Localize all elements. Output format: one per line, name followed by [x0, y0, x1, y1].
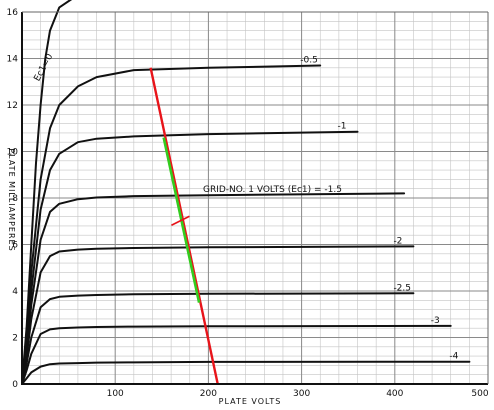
x-axis-label: PLATE VOLTS [219, 397, 282, 406]
y-tick-label: 2 [12, 334, 18, 344]
curve-label: -1 [338, 122, 347, 132]
curve-label: -2 [393, 236, 402, 246]
operating-point-marker [171, 215, 190, 226]
curve-4 [21, 360, 471, 385]
curve-label: -0.5 [300, 55, 318, 65]
curve-0p5 [21, 64, 322, 385]
y-tick-label: 6 [12, 241, 18, 251]
y-tick-label: 8 [12, 194, 18, 204]
curve-1 [21, 130, 359, 385]
grid-voltage-annotation: GRID-NO. 1 VOLTS (Ec1) = -1.5 [203, 185, 342, 195]
x-tick-label: 500 [471, 389, 488, 399]
x-tick-label: 400 [386, 389, 403, 399]
x-tick-label: 100 [107, 389, 124, 399]
load-line [149, 67, 219, 385]
y-tick-label: 0 [12, 380, 18, 390]
curve-3 [21, 324, 452, 385]
curve-Ec10 [21, 0, 73, 385]
y-tick-label: 12 [7, 101, 18, 111]
curve-2 [21, 245, 415, 385]
x-tick-label: 200 [200, 389, 217, 399]
y-tick-label: 16 [7, 8, 19, 18]
curve-1p5 [21, 192, 406, 385]
axes: 100 200 300 400 500 0 2 4 6 8 10 12 14 16 [7, 8, 489, 399]
curve-label: -3 [431, 316, 440, 326]
y-axis-label: PLATE MILLIAMPERES [7, 148, 16, 251]
curve-2p5 [21, 292, 415, 385]
curve-label: -4 [449, 352, 458, 362]
y-tick-label: 4 [12, 287, 18, 297]
chart-labels: PLATE MILLIAMPERES PLATE VOLTS GRID-NO. … [7, 148, 342, 406]
y-tick-label: 10 [7, 148, 19, 158]
load-line-group [149, 67, 219, 385]
y-tick-label: 14 [7, 55, 19, 65]
x-tick-label: 300 [293, 389, 310, 399]
curve-label: -2.5 [393, 283, 411, 293]
